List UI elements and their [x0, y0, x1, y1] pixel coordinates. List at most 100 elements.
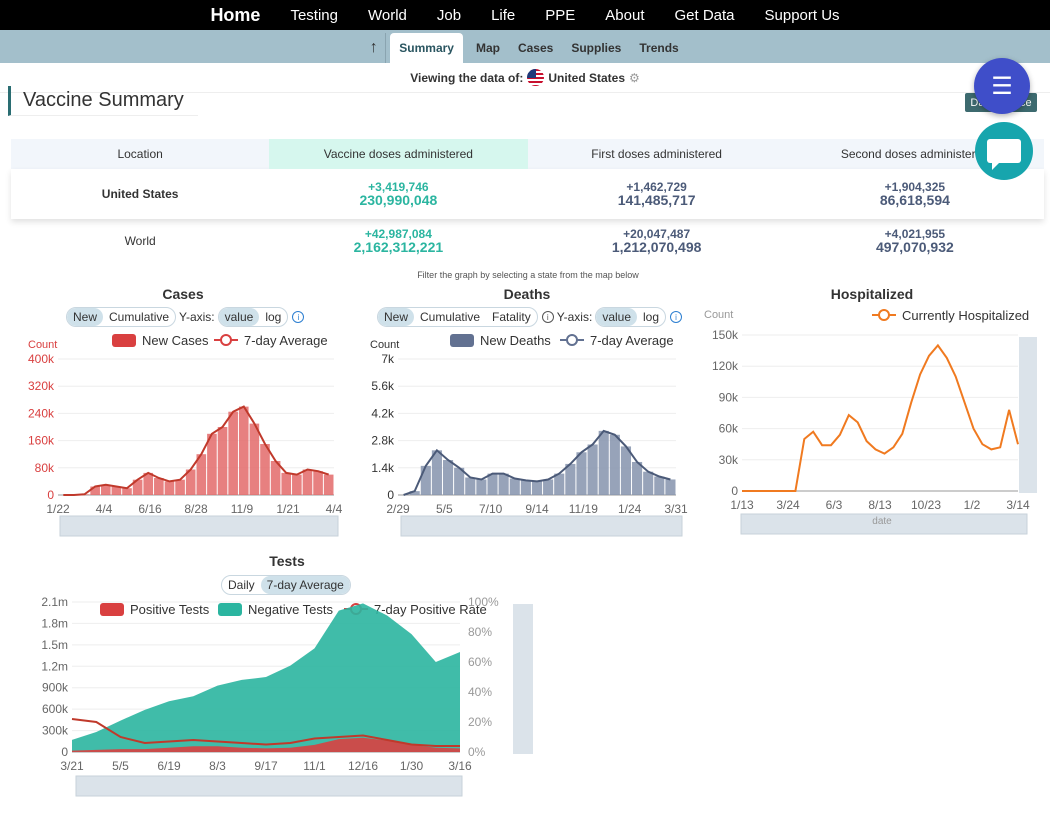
hamburger-icon: ☰	[991, 72, 1013, 100]
y-tick-label: 4.2k	[371, 406, 395, 420]
menu-fab-button[interactable]: ☰	[974, 58, 1030, 114]
bar	[185, 469, 196, 495]
bar	[238, 406, 249, 495]
us-flag-icon	[527, 69, 545, 86]
y-tick-label: 1.8m	[41, 616, 68, 630]
zoom-slider	[59, 515, 339, 537]
info-icon[interactable]: i	[670, 311, 683, 323]
y-tick-label: 80k	[35, 461, 55, 475]
col-doses[interactable]: Vaccine doses administered	[269, 139, 528, 169]
info-icon[interactable]: i	[541, 311, 554, 323]
col-first-doses[interactable]: First doses administered	[591, 147, 722, 161]
y2-tick-label: 0%	[468, 745, 486, 759]
nav-world[interactable]: World	[367, 6, 407, 24]
deaths-log-toggle[interactable]: log	[643, 310, 660, 324]
y2-tick-label: 60%	[468, 655, 492, 669]
bar	[313, 471, 323, 495]
deaths-mode-toggle[interactable]: New Cumulative Fatality	[377, 307, 538, 327]
nav-about[interactable]: About	[605, 6, 645, 24]
legend-label: 7-day Average	[244, 333, 328, 348]
doses-delta: +3,419,746	[368, 179, 429, 194]
table-row[interactable]: United States +3,419,746 230,990,048 +1,4…	[11, 169, 1044, 219]
y-tick-label: 60k	[719, 422, 739, 436]
y-tick-label: 160k	[28, 434, 55, 448]
tab-cases[interactable]: Cases	[517, 41, 554, 55]
x-tick-label: 7/10	[479, 502, 503, 516]
cases-cumulative-toggle[interactable]: Cumulative	[109, 310, 170, 324]
x-tick-label: 6/16	[138, 502, 162, 516]
col-second-doses[interactable]: Second doses administered	[840, 147, 989, 161]
tab-map[interactable]: Map	[475, 41, 500, 55]
deaths-scale-toggle[interactable]: value log	[595, 307, 667, 327]
filter-note: Filter the graph by selecting a state fr…	[417, 270, 639, 280]
bar	[632, 461, 643, 495]
cases-mode-toggle[interactable]: New Cumulative	[66, 307, 177, 327]
chat-fab-button[interactable]	[975, 122, 1033, 180]
nav-support-us[interactable]: Support Us	[764, 6, 840, 24]
tests-mode-toggle[interactable]: Daily 7-day Average	[221, 575, 351, 595]
cases-value-toggle[interactable]: value	[218, 308, 260, 326]
bar	[665, 479, 676, 495]
hosp-chart-title: Hospitalized	[830, 286, 914, 302]
legend-label: 7-day Average	[590, 333, 674, 348]
x-tick-label: 3/14	[1006, 498, 1030, 512]
bar	[487, 473, 498, 495]
y-axis-title: Count	[370, 339, 399, 351]
second-delta: +4,021,955	[884, 226, 946, 241]
tests-7day-toggle[interactable]: 7-day Average	[260, 576, 350, 594]
cases-log-toggle[interactable]: log	[265, 310, 282, 324]
bar	[431, 450, 442, 495]
doses-delta: +42,987,084	[364, 226, 432, 241]
y2-tick-label: 80%	[468, 625, 492, 639]
tab-trends[interactable]: Trends	[639, 41, 679, 55]
nav-testing[interactable]: Testing	[290, 6, 338, 24]
gear-icon[interactable]: ⚙	[629, 70, 640, 85]
bar	[217, 427, 228, 495]
legend-marker	[566, 334, 578, 346]
viewing-location[interactable]: United States	[548, 70, 626, 85]
first-total: 1,212,070,498	[611, 238, 702, 255]
x-tick-label: 8/28	[184, 502, 208, 516]
nav-ppe[interactable]: PPE	[545, 6, 576, 24]
nav-job[interactable]: Job	[436, 6, 462, 24]
tab-summary[interactable]: Summary	[390, 33, 463, 63]
bar	[554, 473, 565, 495]
bar	[420, 465, 431, 495]
series-line	[742, 343, 1019, 492]
bar	[442, 460, 454, 495]
legend-swatch	[450, 334, 474, 347]
deaths-chart-title: Deaths	[503, 286, 551, 302]
table-header-row: Location Vaccine doses administered Firs…	[11, 139, 1044, 169]
y-zoom-slider	[1019, 337, 1037, 493]
x-tick-label: 3/16	[448, 759, 472, 773]
arrow-up-icon[interactable]: ↑	[362, 33, 387, 63]
x-tick-label: 11/19	[569, 502, 598, 516]
bar	[531, 481, 543, 495]
deaths-fatality-toggle[interactable]: Fatality	[492, 310, 531, 324]
legend-label: 7-day Positive Rate	[374, 602, 487, 617]
deaths-new-toggle[interactable]: New	[378, 308, 415, 326]
legend-marker	[878, 309, 890, 321]
y-tick-label: 0	[61, 745, 68, 759]
cases-new-toggle[interactable]: New	[67, 308, 104, 326]
deaths-cumulative-toggle[interactable]: Cumulative	[420, 310, 481, 324]
y-tick-label: 120k	[712, 359, 739, 373]
info-icon[interactable]: i	[292, 311, 305, 323]
deaths-value-toggle[interactable]: value	[596, 308, 637, 326]
x-tick-label: 6/3	[826, 498, 843, 512]
tests-daily-toggle[interactable]: Daily	[228, 578, 255, 592]
tab-supplies[interactable]: Supplies	[571, 41, 622, 55]
bar	[132, 479, 143, 495]
nav-get-data[interactable]: Get Data	[674, 6, 735, 24]
nav-home[interactable]: Home	[210, 4, 261, 25]
cases-scale-toggle[interactable]: value log	[217, 307, 289, 327]
x-tick-label: 12/16	[348, 759, 378, 773]
bar	[598, 430, 609, 495]
y-tick-label: 1.5m	[41, 638, 68, 652]
nav-life[interactable]: Life	[491, 6, 516, 24]
table-row[interactable]: World +42,987,084 2,162,312,221 +20,047,4…	[11, 219, 1044, 263]
